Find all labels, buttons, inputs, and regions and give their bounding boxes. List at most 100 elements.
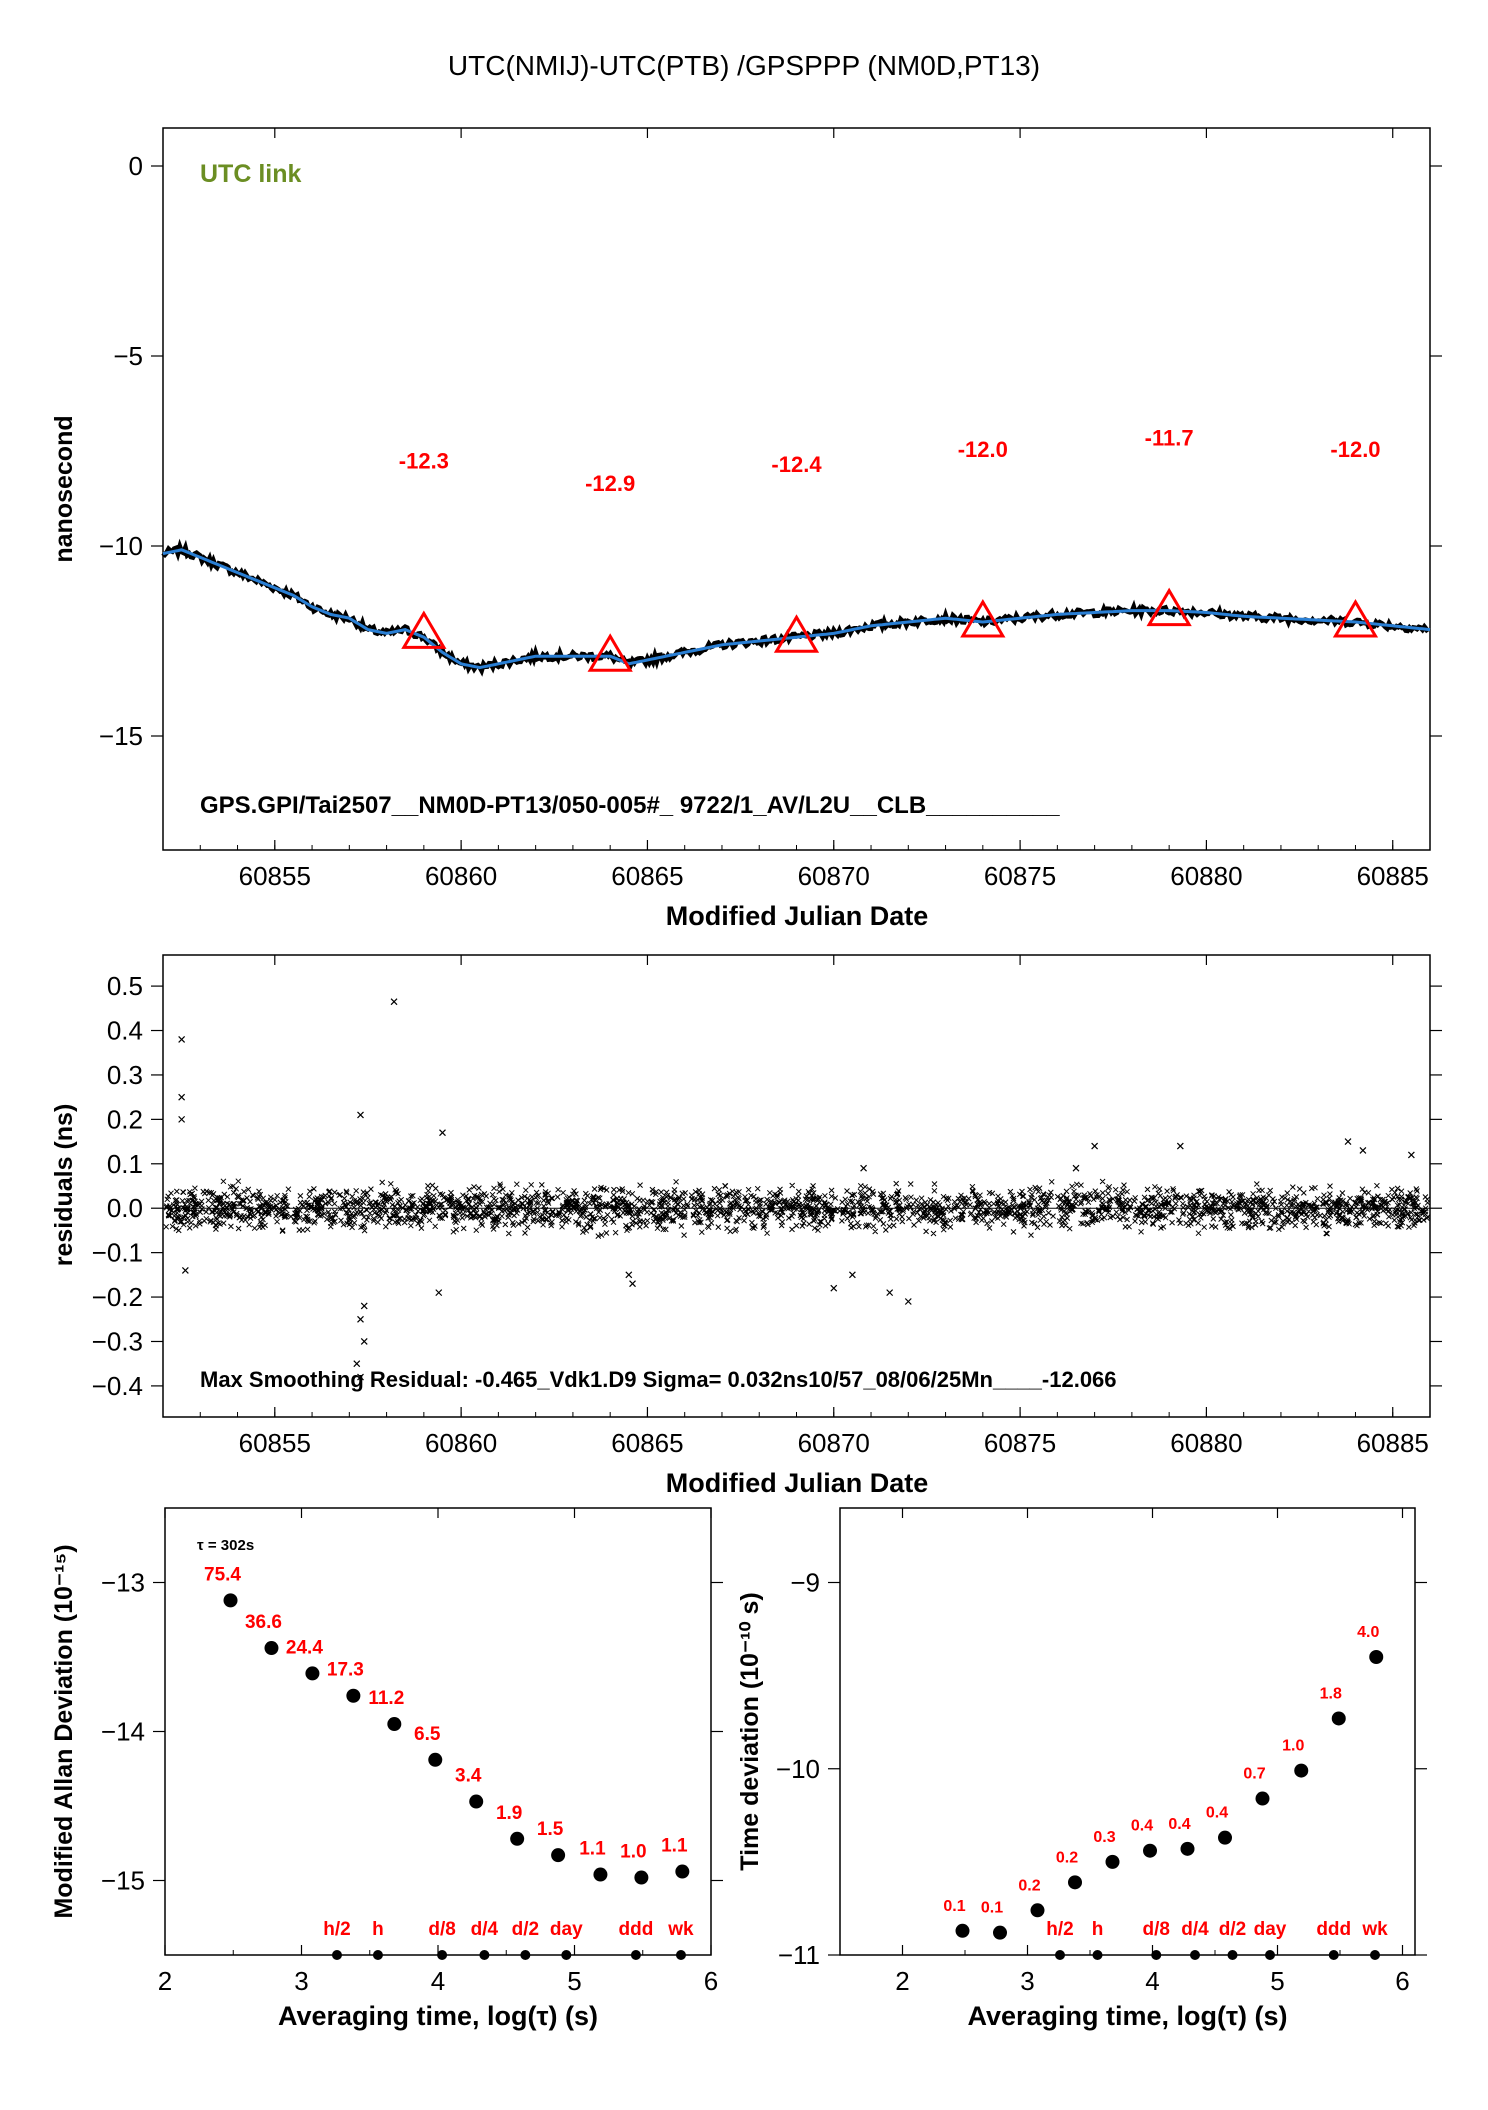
mdev-xtick-label: 4 — [431, 1966, 445, 1996]
main-xlabel: Modified Julian Date — [666, 901, 929, 931]
res-outlier-point — [181, 1266, 189, 1274]
chart-modified-allan-deviation: 2 3 4 5 6 −13 −14 −15 75.4 36.624.417.311.2 6.5 3.4… — [50, 1507, 723, 2031]
mdev-point-label: 36.6 — [245, 1612, 282, 1633]
res-footer: Max Smoothing Residual: -0.465_Vdk1.D9 S… — [200, 1367, 1117, 1392]
tdev-period-dot — [1092, 1950, 1103, 1960]
main-marker-label: -12.4 — [771, 452, 822, 477]
tdev-ytick-label: −9 — [790, 1568, 820, 1598]
tdev-point — [993, 1925, 1007, 1940]
tdev-ylabel: Time deviation (10⁻¹⁰ s) — [736, 1592, 764, 1870]
tdev-point-label: 0.4 — [1131, 1818, 1153, 1835]
mdev-point — [510, 1831, 525, 1846]
main-series-smoothed — [162, 548, 1431, 670]
tdev-period-label: h/2 — [1046, 1919, 1073, 1940]
res-ytick-label: −0.2 — [92, 1282, 143, 1312]
chart-residuals: 60855 60860 60865 60870 60875 60880 60885 0.5 0.… — [50, 954, 1442, 1498]
main-xtick-label: 60870 — [798, 861, 870, 891]
res-xtick-label: 60875 — [984, 1428, 1056, 1458]
main-ytick-label: −5 — [113, 341, 143, 371]
tdev-point-label: 0.4 — [1168, 1816, 1190, 1833]
main-xtick-label: 60885 — [1357, 861, 1429, 891]
mdev-ylabel: Modified Allan Deviation (10⁻¹⁵) — [50, 1544, 78, 1918]
tdev-ytick-label: −11 — [778, 1940, 820, 1970]
mdev-ytick-label: −15 — [101, 1866, 145, 1896]
tdev-period-label: d/2 — [1219, 1919, 1246, 1940]
main-marker-triangle — [587, 633, 633, 672]
res-ytick-label: 0.3 — [107, 1060, 143, 1090]
res-outlier-point — [1344, 1138, 1352, 1146]
mdev-point-label: 11.2 — [368, 1688, 404, 1709]
mdev-point-label: 3.4 — [455, 1766, 482, 1787]
res-xlabel: Modified Julian Date — [666, 1468, 929, 1498]
res-ytick-label: 0.5 — [107, 971, 143, 1001]
tdev-ytick-label: −10 — [776, 1754, 820, 1784]
res-ylabel: residuals (ns) — [50, 1104, 78, 1267]
main-marker-label: -12.0 — [1330, 437, 1380, 462]
main-xtick-label: 60860 — [425, 861, 497, 891]
tdev-point-label: 0.4 — [1206, 1805, 1228, 1822]
tdev-xtick-label: 3 — [1020, 1966, 1034, 1996]
mdev-xtick-label: 6 — [704, 1966, 718, 1996]
mdev-period-dot — [675, 1950, 686, 1960]
main-plot-frame — [162, 127, 1431, 851]
tdev-point-label: 0.2 — [1056, 1849, 1078, 1866]
res-ytick-label: −0.3 — [92, 1326, 143, 1356]
mdev-point-label: 24.4 — [286, 1637, 323, 1658]
mdev-period-label: day — [550, 1919, 583, 1940]
res-outlier-point — [353, 1360, 361, 1368]
mdev-ytick-label: −14 — [101, 1717, 145, 1747]
tdev-point — [955, 1923, 970, 1938]
tdev-point-label: 1.8 — [1320, 1685, 1342, 1702]
res-xtick-label: 60880 — [1170, 1428, 1242, 1458]
res-ytick-label: −0.1 — [92, 1238, 143, 1268]
res-outlier-point — [360, 1302, 368, 1310]
mdev-point — [387, 1717, 402, 1732]
res-outlier-point — [860, 1164, 868, 1172]
main-marker-triangle — [1146, 587, 1192, 627]
main-ytick-label: −15 — [99, 721, 143, 751]
tdev-period-dot — [1328, 1950, 1339, 1960]
res-outlier-point — [1359, 1147, 1367, 1154]
main-xtick-label: 60880 — [1170, 861, 1242, 891]
main-legend-label: UTC link — [200, 160, 301, 188]
res-points-cloud — [163, 1178, 1431, 1239]
mdev-point-label: 1.1 — [661, 1836, 688, 1857]
mdev-point — [223, 1593, 238, 1608]
res-outlier-point — [357, 1111, 364, 1119]
res-ytick-label: 0.0 — [107, 1193, 143, 1223]
tdev-xtick-label: 6 — [1395, 1966, 1409, 1996]
tdev-xlabel: Averaging time, log(τ) (s) — [967, 2001, 1287, 2031]
res-outlier-point — [390, 998, 398, 1006]
res-outlier-point — [1072, 1164, 1080, 1172]
res-xtick-label: 60885 — [1357, 1428, 1429, 1458]
tdev-point — [1143, 1843, 1157, 1858]
mdev-period-dot — [520, 1950, 531, 1960]
main-marker-label: -11.7 — [1145, 426, 1194, 451]
mdev-period-dot — [331, 1950, 342, 1960]
mdev-period-label: h — [372, 1919, 384, 1940]
res-outlier-point — [357, 1373, 364, 1381]
mdev-xtick-label: 3 — [294, 1966, 308, 1996]
res-outlier-point — [178, 1035, 186, 1043]
tdev-point — [1218, 1830, 1232, 1845]
main-marker-triangle — [960, 599, 1006, 638]
tdev-period-dot — [1370, 1950, 1380, 1960]
mdev-period-dot — [561, 1950, 572, 1960]
res-outlier-point — [629, 1280, 636, 1288]
tdev-period-dot — [1151, 1950, 1162, 1960]
res-outlier-point — [830, 1284, 838, 1292]
main-ylabel: nanosecond — [50, 415, 78, 562]
tdev-xtick-label: 5 — [1270, 1966, 1284, 1996]
tdev-xtick-label: 2 — [895, 1966, 909, 1996]
res-outlier-point — [1091, 1142, 1099, 1150]
mdev-point — [305, 1666, 320, 1681]
mdev-period-label: wk — [667, 1919, 694, 1940]
mdev-period-label: d/4 — [471, 1919, 499, 1940]
res-outlier-point — [1407, 1151, 1415, 1159]
res-outlier-point — [439, 1129, 446, 1137]
mdev-point — [634, 1870, 649, 1885]
main-footer: GPS.GPI/Tai2507__NM0D-PT13/050-005#_ 972… — [200, 792, 1060, 819]
tdev-period-label: ddd — [1316, 1919, 1351, 1940]
res-outlier-point — [886, 1289, 894, 1297]
